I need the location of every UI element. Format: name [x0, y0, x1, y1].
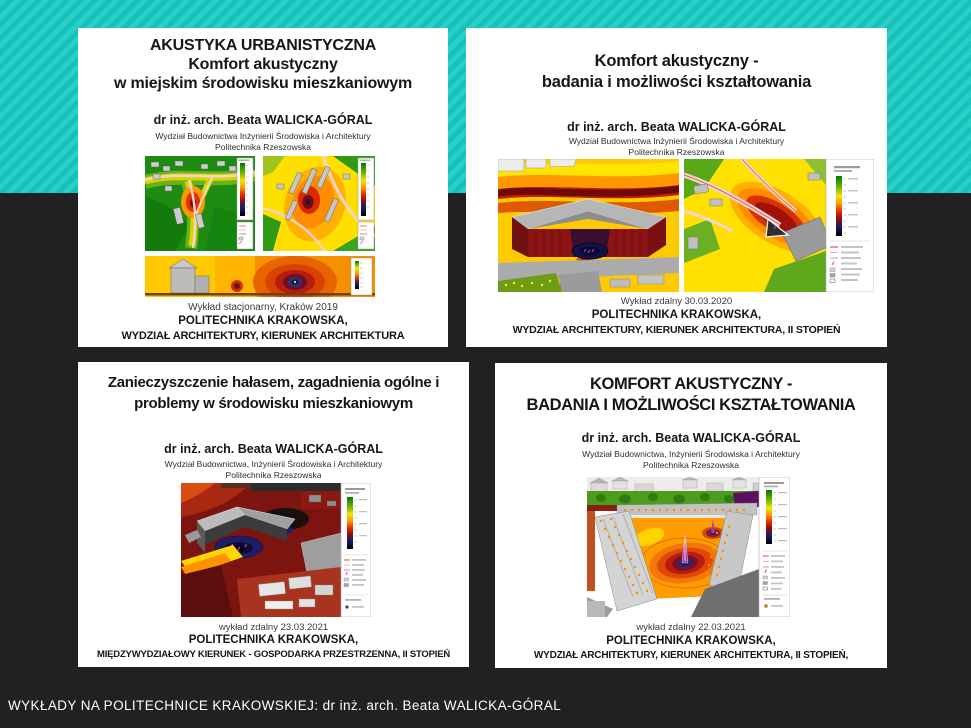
building-footprints: [150, 160, 237, 229]
author-name: dr inż. arch. Beata WALICKA-GÓRAL: [153, 113, 373, 127]
slide-komfort-akustyczny-2021: KOMFORT AKUSTYCZNY - BADANIA I MOŻLIWOŚC…: [495, 363, 887, 668]
title-line: w miejskim środowisku mieszkaniowym: [113, 75, 412, 92]
faculty-line: MIĘDZYWYDZIAŁOWY KIERUNEK - GOSPODARKA P…: [97, 649, 450, 660]
affiliation-university: Politechnika Rzeszowska: [628, 147, 725, 157]
building-3d: [185, 506, 296, 553]
receptor-dots-top: [623, 508, 746, 512]
title-line: BADANIA I MOŻLIWOŚCI KSZTAŁTOWANIA: [526, 396, 856, 414]
affiliation-university: Politechnika Rzeszowska: [225, 470, 322, 480]
title-line: KOMFORT AKUSTYCZNY -: [590, 375, 792, 393]
noise-map-plan-yellow: [263, 156, 375, 251]
receptor-dots-left: [599, 517, 649, 595]
building-footprints: [276, 165, 351, 223]
title-line: problemy w środowisku mieszkaniowym: [134, 395, 413, 412]
title-line: badania i możliwości kształtowania: [541, 73, 812, 91]
slide-akustyka-urbanistyczna: AKUSTYKA URBANISTYCZNA Komfort akustyczn…: [78, 28, 448, 347]
lecture-note: Wykład zdalny 30.03.2020: [620, 296, 733, 307]
background-houses: [589, 477, 760, 493]
affiliation-faculty: Wydział Budownictwa, Inżynierii Środowis…: [164, 459, 383, 469]
video-caption: WYKŁADY NA POLITECHNICE KRAKOWSKIEJ: dr …: [8, 698, 562, 713]
noise-scale-legend: [340, 483, 371, 617]
receptor-dots-right: [703, 523, 731, 583]
title-line: AKUSTYKA URBANISTYCZNA: [149, 37, 377, 54]
noise-map-plan-green: [145, 156, 255, 251]
title-line: Zanieczyszczenie hałasem, zagadnienia og…: [107, 374, 440, 391]
title-line: Komfort akustyczny: [188, 56, 338, 73]
lecture-note: Wykład stacjonarny, Kraków 2019: [188, 302, 338, 313]
lecture-note: wykład zdalny 22.03.2021: [636, 622, 746, 633]
faculty-line: WYDZIAŁ ARCHITEKTURY, KIERUNEK ARCHITEKT…: [533, 650, 849, 661]
author-name: dr inż. arch. Beata WALICKA-GÓRAL: [164, 442, 383, 456]
slide-komfort-akustyczny-2020: Komfort akustyczny - badania i możliwośc…: [466, 28, 887, 347]
affiliation-university: Politechnika Rzeszowska: [643, 460, 739, 470]
noise-scale-legend: [825, 159, 874, 292]
affiliation-faculty: Wydział Budownictwa Inżynierii Środowisk…: [155, 131, 371, 141]
faculty-line: WYDZIAŁ ARCHITEKTURY, KIERUNEK ARCHITEKT…: [121, 330, 405, 342]
title-line: Komfort akustyczny -: [594, 52, 759, 70]
building-cross-section: [168, 258, 210, 294]
faculty-line: WYDZIAŁ ARCHITEKTURY, KIERUNEK ARCHITEKT…: [512, 324, 841, 336]
affiliation-university: Politechnika Rzeszowska: [215, 142, 311, 152]
institution-line: POLITECHNIKA KRAKOWSKA,: [188, 634, 359, 646]
noise-scale-legend: [236, 157, 254, 250]
slide-title: Zanieczyszczenie hałasem, zagadnienia og…: [78, 372, 469, 414]
slide-title: AKUSTYKA URBANISTYCZNA Komfort akustyczn…: [78, 36, 448, 93]
institution-line: POLITECHNIKA KRAKOWSKA,: [606, 635, 776, 647]
noise-map-cross-section: [145, 256, 375, 297]
institution-line: POLITECHNIKA KRAKOWSKA,: [591, 309, 762, 321]
affiliation-faculty: Wydział Budownictwa, Inżynierii Środowis…: [582, 449, 800, 459]
affiliation-faculty: Wydział Budownictwa Inżynierii Środowisk…: [568, 136, 785, 146]
noise-map-3d-night: [181, 483, 371, 617]
slide-title: KOMFORT AKUSTYCZNY - BADANIA I MOŻLIWOŚC…: [495, 374, 887, 416]
noise-scale-legend: [350, 257, 373, 296]
noise-map-plan-with-legend: [684, 159, 874, 292]
author-name: dr inż. arch. Beata WALICKA-GÓRAL: [581, 431, 801, 445]
slide-title: Komfort akustyczny - badania i możliwośc…: [466, 51, 887, 93]
slide-zanieczyszczenie-halasem: Zanieczyszczenie hałasem, zagadnienia og…: [78, 362, 469, 667]
noise-scale-legend: [758, 477, 790, 617]
noise-scale-legend: [357, 157, 375, 250]
noise-map-3d-courtyard: [587, 477, 790, 617]
author-name: dr inż. arch. Beata WALICKA-GÓRAL: [567, 120, 786, 134]
institution-line: POLITECHNIKA KRAKOWSKA,: [178, 315, 348, 327]
lecture-note: wykład zdalny 23.03.2021: [218, 622, 329, 633]
noise-map-3d-building: [498, 159, 679, 292]
